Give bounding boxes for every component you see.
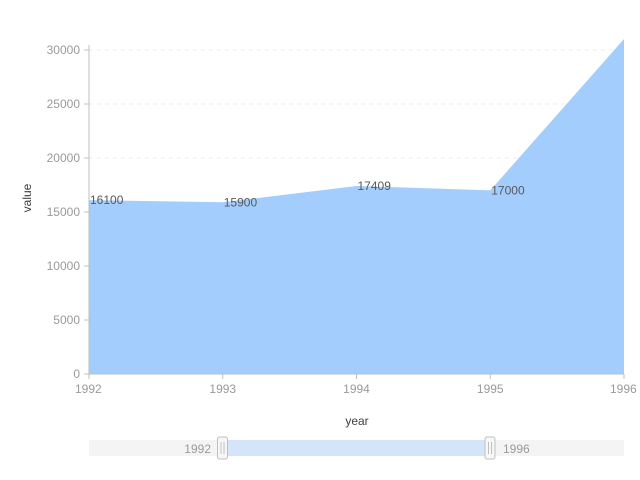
- area-series: [89, 39, 624, 374]
- y-tick-label: 15000: [47, 205, 81, 219]
- slider-end-handle[interactable]: [484, 436, 496, 460]
- slider-end-label: 1996: [503, 442, 530, 456]
- x-tick-label: 1995: [477, 382, 504, 396]
- slider-selection[interactable]: [222, 440, 490, 456]
- data-label: 17409: [358, 179, 392, 193]
- slider-start-label: 1992: [184, 442, 211, 456]
- x-tick-labels: 1992 1993 1994 1995 1996: [75, 374, 637, 396]
- data-label: 17000: [491, 183, 525, 197]
- range-slider[interactable]: 1992 1996: [89, 436, 624, 460]
- y-axis-title: value: [20, 183, 34, 212]
- x-tick-label: 1992: [75, 382, 102, 396]
- x-axis-title: year: [345, 414, 368, 428]
- y-tick-labels: 0 5000 10000 15000 20000 25000 30000: [47, 43, 89, 381]
- y-tick-label: 5000: [53, 313, 80, 327]
- slider-start-handle[interactable]: [217, 436, 228, 460]
- x-tick-label: 1994: [343, 382, 370, 396]
- data-label: 16100: [90, 193, 124, 207]
- x-tick-label: 1996: [610, 382, 637, 396]
- data-labels: 16100 15900 17409 17000: [90, 179, 525, 209]
- y-tick-label: 10000: [47, 259, 81, 273]
- data-label: 15900: [224, 195, 258, 209]
- x-tick-label: 1993: [209, 382, 236, 396]
- y-tick-label: 30000: [47, 43, 81, 57]
- y-tick-label: 0: [73, 367, 80, 381]
- y-tick-label: 20000: [47, 151, 81, 165]
- y-tick-label: 25000: [47, 97, 81, 111]
